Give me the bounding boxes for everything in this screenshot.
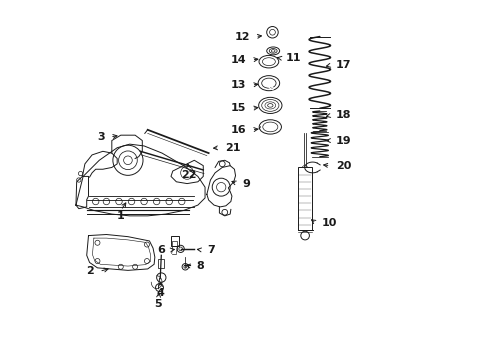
Bar <box>158 259 163 268</box>
Text: 18: 18 <box>335 111 351 121</box>
Text: 9: 9 <box>242 179 250 189</box>
Text: 13: 13 <box>230 80 246 90</box>
Text: 4: 4 <box>156 288 164 298</box>
Text: 20: 20 <box>335 161 350 171</box>
Bar <box>298 167 311 230</box>
Text: 15: 15 <box>230 103 246 113</box>
Text: 10: 10 <box>321 218 336 228</box>
Text: 19: 19 <box>335 136 351 145</box>
Bar <box>172 241 177 246</box>
Text: 17: 17 <box>335 60 351 70</box>
Text: 6: 6 <box>158 245 165 255</box>
Text: 8: 8 <box>196 261 203 271</box>
Text: 14: 14 <box>230 55 246 65</box>
Text: 12: 12 <box>234 32 249 41</box>
Text: 16: 16 <box>230 125 246 135</box>
Text: 21: 21 <box>224 143 240 153</box>
Text: 3: 3 <box>97 132 104 142</box>
Text: 2: 2 <box>86 266 94 276</box>
Text: 22: 22 <box>181 170 196 180</box>
Text: 1: 1 <box>117 211 124 221</box>
Bar <box>171 235 179 246</box>
Text: 11: 11 <box>285 53 301 63</box>
Text: 7: 7 <box>206 245 214 255</box>
Text: 5: 5 <box>154 299 162 309</box>
